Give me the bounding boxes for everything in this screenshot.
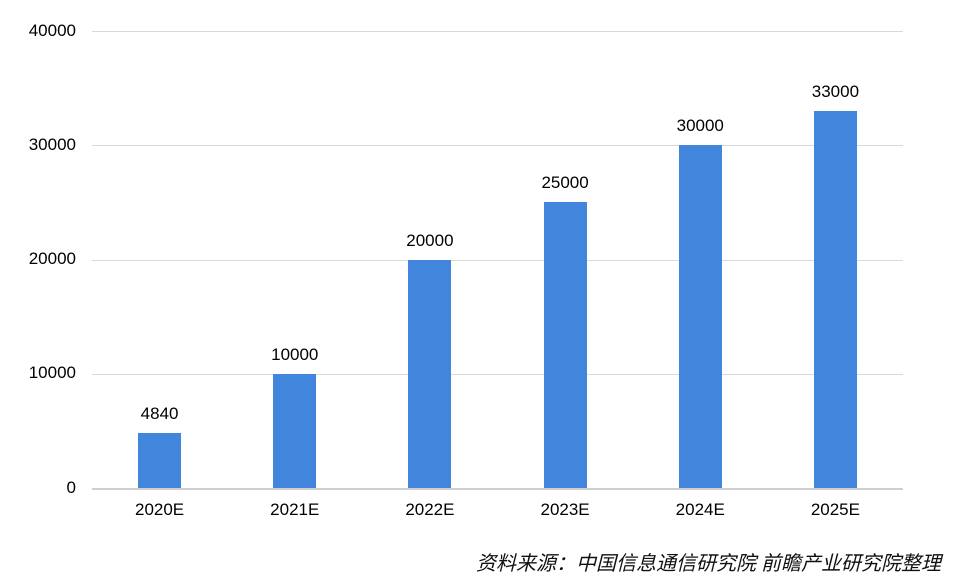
gridline-30000 (92, 145, 903, 147)
x-tick-label: 2022E (405, 500, 455, 519)
bar-value-label: 33000 (811, 81, 860, 101)
x-tick-label: 2023E (540, 500, 590, 519)
y-tick-label: 40000 (28, 20, 76, 40)
bar-value-label: 30000 (676, 116, 724, 136)
gridline-40000 (92, 31, 903, 32)
gridline-10000 (92, 373, 903, 375)
bar-value-label: 4840 (140, 403, 179, 423)
source-note: 资料来源：中国信息通信研究院 前瞻产业研究院整理 (476, 553, 941, 575)
y-tick-label: 10000 (28, 363, 76, 383)
x-axis-line (92, 487, 903, 490)
x-tick-label: 2025E (810, 500, 860, 519)
bar-2021E (273, 373, 317, 488)
y-tick-label: 30000 (28, 134, 76, 154)
bar-2022E (408, 259, 452, 488)
x-tick-label: 2021E (270, 500, 320, 519)
bar-2025E (813, 110, 857, 488)
x-tick-label: 2024E (675, 500, 725, 519)
y-tick-label: 0 (66, 477, 76, 497)
bar-value-label: 10000 (271, 344, 319, 364)
bar-value-label: 25000 (541, 173, 589, 193)
x-tick-label: 2020E (134, 500, 185, 519)
bar-2024E (678, 145, 722, 488)
bar-value-label: 20000 (406, 230, 454, 250)
bar-2020E (138, 432, 182, 488)
y-tick-label: 20000 (28, 249, 76, 268)
gridline-20000 (92, 259, 903, 261)
bar-2023E (543, 202, 587, 488)
